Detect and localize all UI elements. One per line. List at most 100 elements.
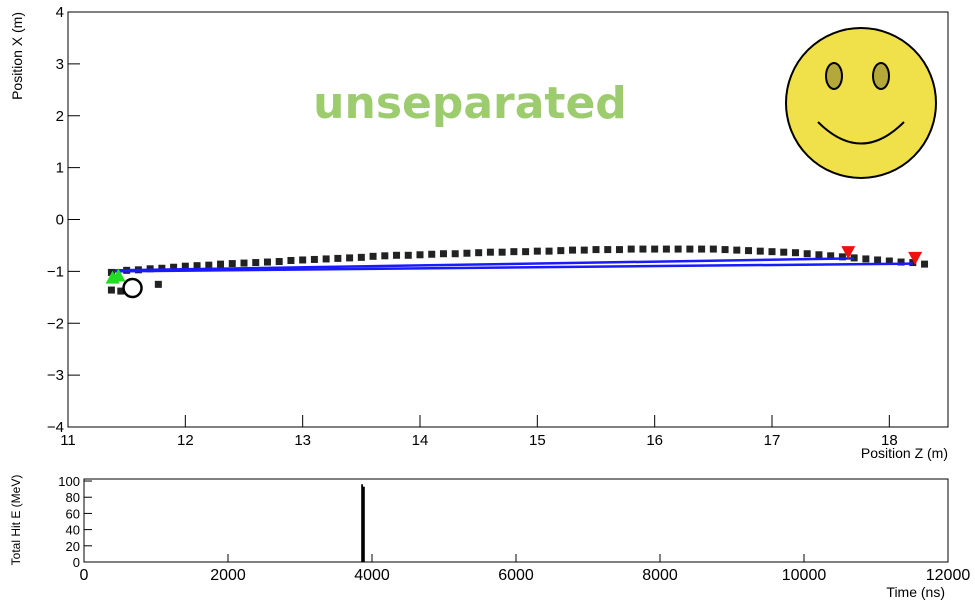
hit <box>592 246 600 254</box>
hit <box>580 246 588 254</box>
hit <box>698 245 706 253</box>
hit <box>803 250 811 258</box>
hit <box>275 258 283 266</box>
hit <box>850 254 858 262</box>
y-tick-label: 0 <box>73 555 80 570</box>
hit <box>346 254 354 262</box>
hit <box>193 262 201 270</box>
y-tick-label: 4 <box>56 4 64 21</box>
hit <box>287 256 295 264</box>
hit <box>299 256 307 264</box>
x-tick-label: 12000 <box>926 567 971 584</box>
hit <box>815 251 823 259</box>
hit <box>827 252 835 260</box>
hit <box>217 260 225 268</box>
hit <box>874 256 882 264</box>
y-tick-label: 80 <box>66 490 80 505</box>
hit <box>404 251 412 259</box>
hit <box>639 245 647 253</box>
y-tick-label: 2 <box>56 108 64 125</box>
hit <box>322 255 330 263</box>
triangle-up <box>111 268 126 282</box>
hit <box>170 263 178 271</box>
hit <box>897 258 905 266</box>
y-tick-label: 100 <box>58 474 80 489</box>
y-axis-label: Position X (m) <box>9 12 25 100</box>
hit <box>369 252 377 260</box>
hit <box>721 246 729 254</box>
hit <box>107 268 115 276</box>
x-tick-label: 6000 <box>498 567 534 584</box>
x-tick-label: 14 <box>412 432 429 449</box>
bar <box>363 486 365 562</box>
hit <box>885 257 893 265</box>
hit <box>615 246 623 254</box>
x-tick-label: 8000 <box>642 567 678 584</box>
y-axis-label: Total Hit E (MeV) <box>9 475 23 566</box>
frame <box>83 478 949 563</box>
hit <box>158 264 166 272</box>
hit <box>181 262 189 270</box>
hit <box>263 258 271 266</box>
y-tick-label: 3 <box>56 56 64 73</box>
hit <box>310 255 318 263</box>
y-tick-label: 1 <box>56 160 64 177</box>
hit <box>627 245 635 253</box>
hit <box>768 248 776 256</box>
hit <box>921 260 929 268</box>
hit <box>674 245 682 253</box>
hit <box>463 249 471 257</box>
hit <box>205 261 213 269</box>
x-tick-label: 0 <box>80 567 89 584</box>
hit <box>439 250 447 258</box>
smiley <box>785 27 937 179</box>
hit <box>357 253 365 261</box>
annotation: unseparated <box>313 78 627 129</box>
hit <box>686 245 694 253</box>
triangle-down <box>841 246 856 260</box>
track <box>114 262 913 273</box>
hit <box>416 251 424 259</box>
hit <box>662 245 670 253</box>
hit <box>733 246 741 254</box>
hit <box>709 245 717 253</box>
hit <box>604 246 612 254</box>
x-axis-label: Time (ns) <box>886 584 945 600</box>
triangle-down <box>908 251 923 265</box>
y-tick-label: 0 <box>56 212 64 229</box>
hit <box>780 248 788 256</box>
hit <box>486 248 494 256</box>
hit <box>252 259 260 267</box>
y-tick-label: −3 <box>47 367 64 384</box>
hit <box>107 286 115 294</box>
hit <box>498 248 506 256</box>
track <box>114 257 855 272</box>
hit <box>651 245 659 253</box>
hit <box>745 247 753 255</box>
hit <box>522 248 530 256</box>
x-tick-label: 4000 <box>354 567 390 584</box>
x-tick-label: 10000 <box>782 567 827 584</box>
x-tick-label: 15 <box>529 432 546 449</box>
hit <box>756 247 764 255</box>
y-tick-label: 60 <box>66 506 80 521</box>
y-tick-label: −2 <box>47 315 64 332</box>
hit <box>334 254 342 262</box>
hit <box>909 259 917 267</box>
x-tick-label: 17 <box>764 432 781 449</box>
x-tick-label: 18 <box>881 432 898 449</box>
x-axis-label: Position Z (m) <box>861 445 948 461</box>
hit <box>838 253 846 261</box>
hit <box>569 246 577 254</box>
hit <box>381 252 389 260</box>
x-tick-label: 2000 <box>210 567 246 584</box>
x-tick-label: 16 <box>646 432 663 449</box>
y-tick-label: −4 <box>47 419 64 436</box>
x-tick-label: 11 <box>60 432 76 449</box>
y-tick-label: 20 <box>66 539 80 554</box>
hit <box>117 287 125 295</box>
hit <box>510 248 518 256</box>
hit <box>533 247 541 255</box>
